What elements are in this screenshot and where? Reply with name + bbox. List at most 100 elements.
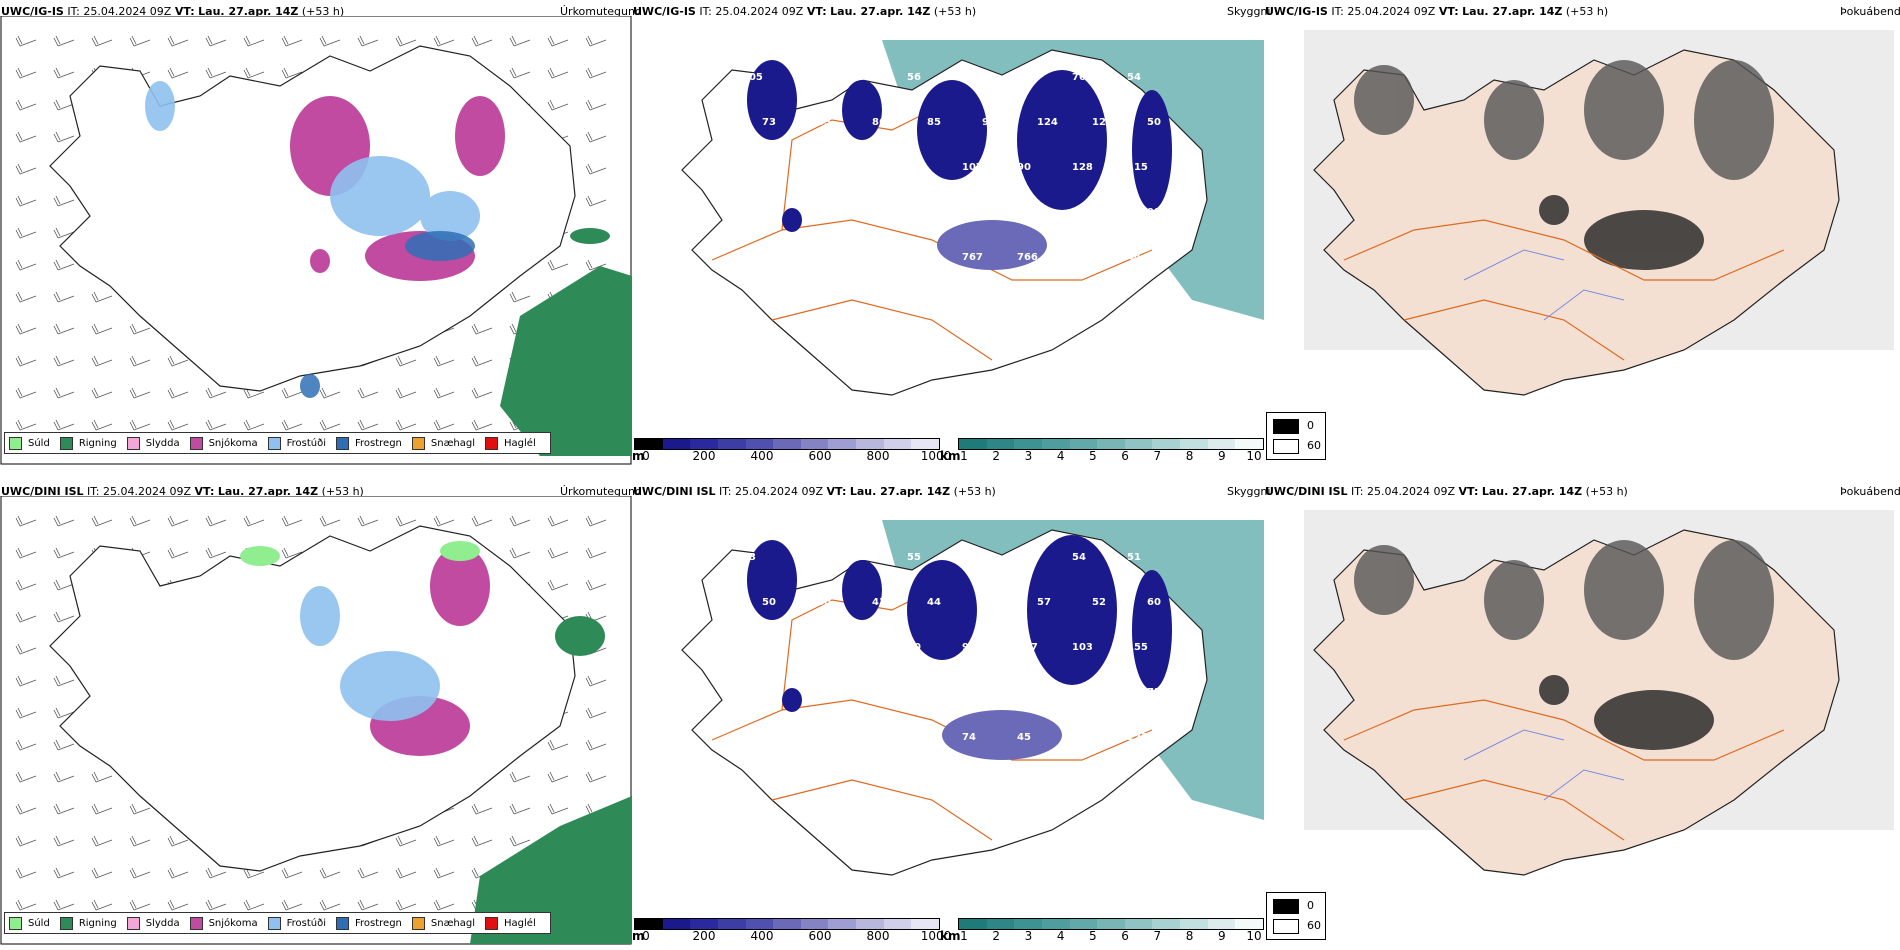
- cloud-base-label: 59: [852, 72, 866, 83]
- colorbar-segment: [1152, 919, 1181, 929]
- legend-label: Frostregn: [355, 437, 402, 449]
- wind-barb: [15, 547, 37, 559]
- cloud-base-label: 42: [982, 597, 996, 608]
- cloud-base-label: 767: [962, 252, 983, 263]
- colorbar-tick: 0: [642, 449, 650, 463]
- wind-barb: [547, 515, 569, 527]
- iceland-outline: [49, 45, 576, 392]
- cloud-base-areas: [747, 60, 1172, 270]
- panel-header: UWC/DINI ISL IT: 25.04.2024 09Z VT: Lau.…: [1, 485, 364, 498]
- wind-barb: [509, 771, 531, 783]
- cloud-base-label: 43: [872, 597, 886, 608]
- wind-barb: [205, 419, 227, 431]
- cloud-base-label: 73: [962, 72, 976, 83]
- cloud-base-label: 53: [797, 72, 811, 83]
- wind-barb: [205, 867, 227, 879]
- wind-barb: [395, 387, 417, 399]
- legend-swatch: [267, 436, 281, 450]
- colorbar-segment: [1014, 439, 1042, 449]
- wind-barb: [167, 515, 189, 527]
- colorbar-segment: [745, 919, 774, 929]
- cloud-base-label: 62: [852, 732, 866, 743]
- cloud-base-label: 22: [1072, 732, 1086, 743]
- wind-barb: [319, 387, 341, 399]
- wind-barb: [15, 259, 37, 271]
- wind-barb: [243, 35, 265, 47]
- wind-barb: [15, 899, 37, 911]
- colorbar-segment: [883, 919, 912, 929]
- colorbar-tick: 1: [960, 929, 968, 943]
- colorbar-segment: [911, 439, 940, 449]
- legend-swatch: [189, 916, 203, 930]
- wind-barb: [15, 67, 37, 79]
- cloud-base-label: 85: [817, 117, 831, 128]
- colorbar-tick: 200: [692, 929, 716, 943]
- cloud-base-areas: [747, 535, 1172, 760]
- wind-barb: [15, 643, 37, 655]
- wind-barb: [91, 803, 113, 815]
- precip-map: [0, 16, 632, 465]
- wind-barb: [509, 35, 531, 47]
- colorbar-segment: [1041, 439, 1070, 449]
- legend-label: Frostúði: [286, 437, 326, 449]
- colorbar-segment: [828, 919, 857, 929]
- wind-barb: [585, 35, 607, 47]
- wind-barb: [395, 515, 417, 527]
- colorbar-segment: [959, 439, 987, 449]
- wind-barb: [433, 899, 455, 911]
- wind-barb: [53, 611, 75, 623]
- wind-barb: [547, 547, 569, 559]
- wind-barb: [395, 35, 417, 47]
- colorbar-tick: 800: [866, 929, 890, 943]
- colorbar-segment: [986, 439, 1015, 449]
- legend-swatch: [126, 436, 140, 450]
- cloud-base-label: 131: [927, 687, 948, 698]
- wind-barb: [281, 67, 303, 79]
- colorbar-segment: [1235, 919, 1264, 929]
- legend-swatch: [411, 436, 425, 450]
- cloud-base-label: 73: [762, 117, 776, 128]
- cloud-base-label: 141: [742, 252, 763, 263]
- wind-barb: [167, 899, 189, 911]
- precip-frost-rain: [300, 231, 475, 398]
- colorbar-tick: 7: [1153, 929, 1162, 943]
- wind-barb: [53, 803, 75, 815]
- cloud-base-label: 56: [927, 207, 941, 218]
- cloud-base-label: 53: [872, 207, 886, 218]
- wind-barb: [53, 227, 75, 239]
- legend-item: Haglél: [485, 916, 536, 930]
- wind-barb: [509, 515, 531, 527]
- cloud-base-label: 93: [982, 117, 996, 128]
- visibility-colorbar: [958, 438, 1264, 450]
- wind-barb: [15, 867, 37, 879]
- wind-barb: [91, 419, 113, 431]
- wind-barb: [433, 515, 455, 527]
- wind-barb: [585, 579, 607, 591]
- legend-item: Rigning: [59, 436, 117, 450]
- wind-barb: [205, 67, 227, 79]
- wind-barb: [91, 899, 113, 911]
- wind-barb: [91, 387, 113, 399]
- river-network: [1463, 249, 1625, 321]
- wind-barb: [585, 515, 607, 527]
- wind-barb: [433, 355, 455, 367]
- wind-barb: [205, 515, 227, 527]
- colorbar-tick: 8: [1185, 449, 1194, 463]
- wind-barb: [129, 803, 151, 815]
- colorbar-segment: [1207, 439, 1236, 449]
- cloud-base-label: 107: [1017, 642, 1038, 653]
- colorbar-tick: 1000: [920, 929, 952, 943]
- wind-barb: [205, 35, 227, 47]
- wind-barb: [395, 355, 417, 367]
- colorbar-segment: [1097, 919, 1125, 929]
- wind-barb: [357, 419, 379, 431]
- wind-barb: [15, 419, 37, 431]
- legend-label: Snjókoma: [208, 917, 258, 929]
- wind-barb: [53, 355, 75, 367]
- wind-barb: [129, 835, 151, 847]
- cloud-base-label: 155: [1127, 642, 1148, 653]
- cloud-base-label: 101: [817, 687, 838, 698]
- wind-barb: [53, 99, 75, 111]
- wind-barb: [471, 355, 493, 367]
- wind-barb: [585, 259, 607, 271]
